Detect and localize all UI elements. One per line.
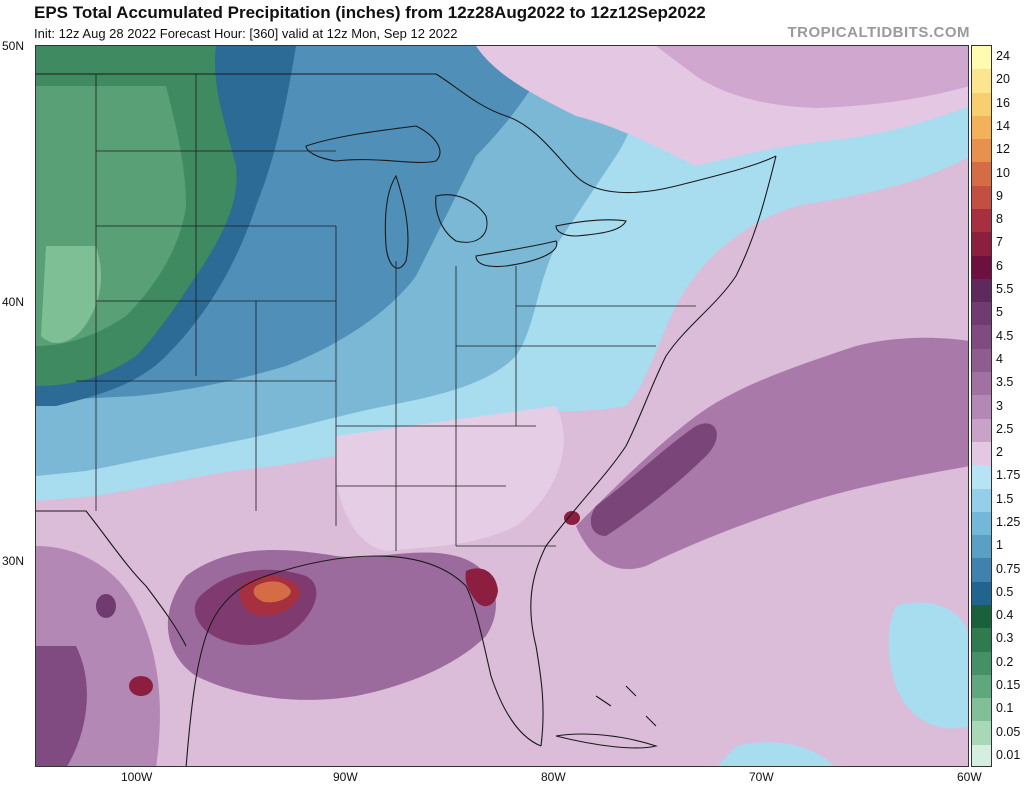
colorbar-cell (972, 115, 991, 140)
map-subtitle: Init: 12z Aug 28 2022 Forecast Hour: [36… (34, 26, 458, 41)
colorbar-label: 14 (996, 119, 1010, 134)
brand-watermark: TROPICALTIDBITS.COM (787, 24, 970, 41)
colorbar-label: 3 (996, 398, 1003, 413)
colorbar-label: 4.5 (996, 328, 1014, 343)
colorbar-label: 5 (996, 305, 1003, 320)
colorbar-cell (972, 185, 991, 210)
lon-label-90w: 90W (333, 770, 358, 784)
colorbar-label: 3.5 (996, 375, 1014, 390)
colorbar-label: 1.5 (996, 491, 1014, 506)
colorbar-cell (972, 395, 991, 420)
colorbar-label: 0.1 (996, 701, 1014, 716)
colorbar-cell (972, 302, 991, 326)
colorbar-cell (972, 139, 991, 163)
colorbar-cell (972, 465, 991, 489)
colorbar-cell (972, 581, 991, 606)
colorbar-cell (972, 232, 991, 257)
lon-label-60w: 60W (957, 770, 982, 784)
colorbar-cell (972, 69, 991, 94)
colorbar-label: 1.25 (996, 514, 1021, 529)
colorbar-label: 1 (996, 538, 1003, 553)
colorbar-label: 0.05 (996, 724, 1021, 739)
colorbar-cell (972, 162, 991, 187)
colorbar-cell (972, 441, 991, 466)
colorbar-cell (972, 558, 991, 583)
colorbar-cell (972, 255, 991, 280)
colorbar-label: 0.75 (996, 561, 1021, 576)
colorbar-cell (972, 325, 991, 350)
lon-label-100w: 100W (121, 770, 153, 784)
colorbar-cell (972, 46, 991, 70)
colorbar-cell (972, 278, 991, 303)
colorbar-cell (972, 511, 991, 536)
colorbar-label: 0.3 (996, 631, 1014, 646)
colorbar-label: 6 (996, 258, 1003, 273)
colorbar-label: 2.5 (996, 421, 1014, 436)
lat-label-50n: 50N (2, 39, 25, 53)
colorbar-label: 16 (996, 95, 1010, 110)
colorbar-label: 2 (996, 445, 1003, 460)
colorbar-label: 20 (996, 72, 1010, 87)
colorbar-label: 8 (996, 212, 1003, 227)
colorbar-cell (972, 348, 991, 373)
colorbar-label: 7 (996, 235, 1003, 250)
colorbar-cell (972, 418, 991, 443)
colorbar-label: 0.15 (996, 677, 1021, 692)
colorbar-label: 10 (996, 165, 1010, 180)
colorbar-label: 12 (996, 142, 1010, 157)
colorbar-label: 9 (996, 188, 1003, 203)
precipitation-map (35, 45, 969, 767)
map-title: EPS Total Accumulated Precipitation (inc… (34, 3, 706, 22)
colorbar-cell (972, 721, 991, 746)
colorbar-cell (972, 372, 991, 396)
colorbar-cell (972, 488, 991, 513)
colorbar-cell (972, 674, 991, 699)
precipitation-map-canvas (36, 46, 968, 766)
lat-label-30n: 30N (2, 554, 25, 568)
colorbar-label: 4 (996, 351, 1003, 366)
colorbar-cell (972, 698, 991, 722)
colorbar-cell (972, 628, 991, 653)
lon-label-70w: 70W (749, 770, 774, 784)
colorbar-label: 24 (996, 49, 1010, 64)
colorbar-label: 0.5 (996, 584, 1014, 599)
colorbar-cell (972, 744, 991, 766)
colorbar-label: 1.75 (996, 468, 1021, 483)
colorbar-cell (972, 651, 991, 676)
colorbar-label: 0.4 (996, 608, 1014, 623)
colorbar-label: 0.2 (996, 654, 1014, 669)
precip-colorbar (971, 45, 992, 767)
colorbar-cell (972, 535, 991, 559)
lon-label-80w: 80W (541, 770, 566, 784)
colorbar-cell (972, 604, 991, 629)
lat-label-40n: 40N (2, 295, 25, 309)
colorbar-label: 5.5 (996, 282, 1014, 297)
colorbar-cell (972, 209, 991, 233)
colorbar-cell (972, 92, 991, 117)
colorbar-label: 0.01 (996, 747, 1021, 762)
